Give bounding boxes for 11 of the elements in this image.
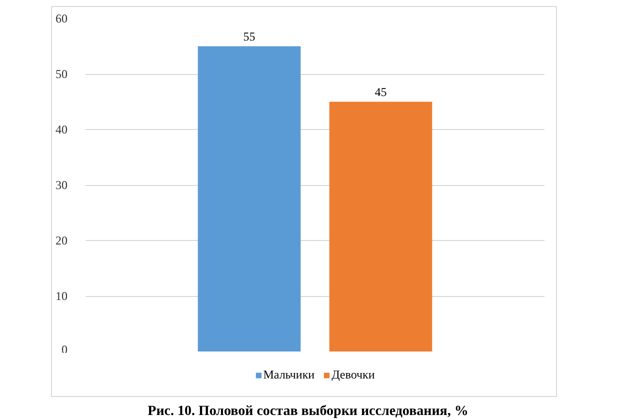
text: Рис. 10. Половой состав выборки исследования, % (148, 403, 468, 420)
y-tick-label: 50 (56, 67, 68, 81)
data-label: 45 (374, 84, 387, 99)
legend-label: Мальчики (263, 367, 315, 382)
legend-label: Девочки (332, 367, 375, 382)
data-label: 55 (243, 29, 256, 44)
y-tick-label: 40 (56, 122, 68, 136)
y-tick-label: 30 (56, 178, 68, 192)
y-tick-label: 60 (56, 12, 68, 26)
y-tick-label: 20 (56, 234, 68, 248)
y-tick-label: 10 (56, 289, 68, 303)
